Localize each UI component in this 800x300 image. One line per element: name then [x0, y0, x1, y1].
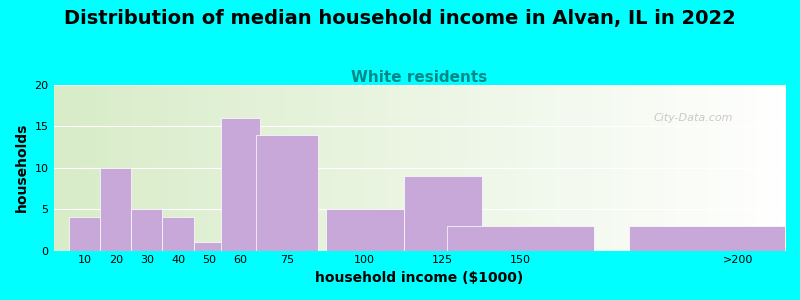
Bar [194, 242, 225, 250]
Text: City-Data.com: City-Data.com [654, 113, 733, 123]
Bar [446, 226, 594, 250]
Bar [100, 168, 131, 250]
Bar [221, 118, 260, 250]
Bar [69, 218, 100, 250]
Bar [630, 226, 800, 250]
Bar [326, 209, 404, 250]
Bar [256, 135, 318, 250]
Bar [404, 176, 482, 250]
Bar [162, 218, 194, 250]
Title: White residents: White residents [351, 70, 487, 85]
Bar [131, 209, 162, 250]
Y-axis label: households: households [15, 123, 29, 212]
X-axis label: household income ($1000): household income ($1000) [315, 271, 523, 285]
Text: Distribution of median household income in Alvan, IL in 2022: Distribution of median household income … [64, 9, 736, 28]
